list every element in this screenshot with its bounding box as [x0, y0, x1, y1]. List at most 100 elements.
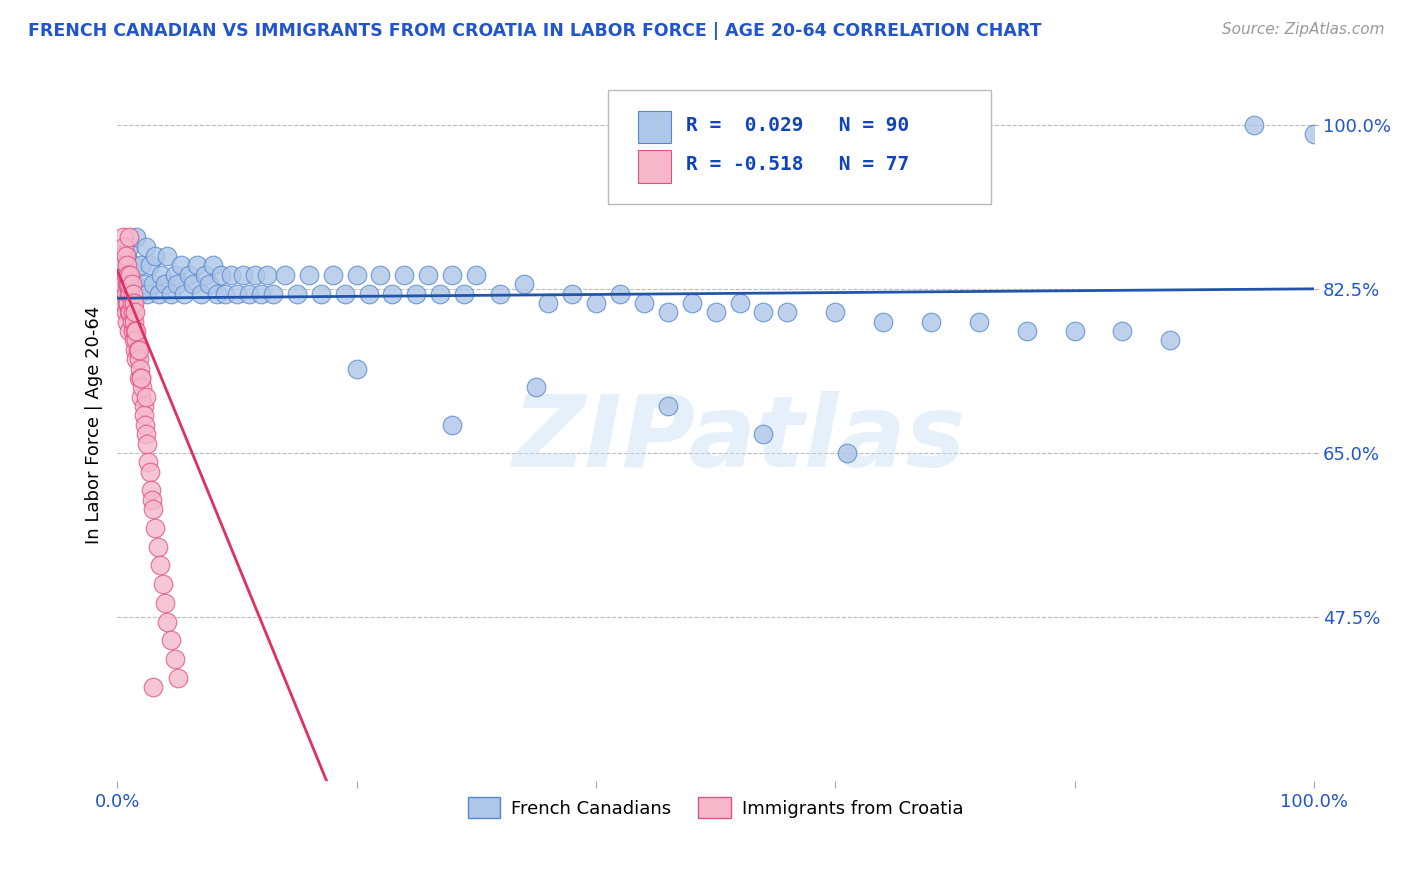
Point [132, 277, 155, 292]
Point [704, 305, 727, 319]
Point [160, 633, 183, 648]
Point [152, 577, 174, 591]
Point [114, 305, 136, 319]
Point [357, 286, 380, 301]
Point [121, 286, 143, 301]
Text: R = -0.518   N = 77: R = -0.518 N = 77 [686, 155, 908, 174]
Point [1063, 324, 1085, 338]
Point [163, 652, 186, 666]
Point [243, 268, 266, 282]
Point [657, 399, 679, 413]
Point [190, 286, 212, 301]
Point [657, 305, 679, 319]
Point [333, 286, 356, 301]
Point [128, 371, 150, 385]
Point [1243, 118, 1265, 132]
FancyBboxPatch shape [607, 90, 991, 204]
Point [120, 286, 142, 301]
Point [232, 268, 254, 282]
Point [118, 305, 141, 319]
Point [177, 268, 200, 282]
Point [1015, 324, 1038, 338]
Point [129, 390, 152, 404]
Point [124, 277, 146, 292]
Point [117, 268, 139, 282]
Point [169, 259, 191, 273]
Point [125, 352, 148, 367]
Point [132, 409, 155, 423]
Point [115, 296, 138, 310]
Point [135, 240, 157, 254]
Point [489, 286, 512, 301]
Point [309, 286, 332, 301]
Point [112, 230, 135, 244]
Point [167, 671, 190, 685]
Point [465, 268, 488, 282]
FancyBboxPatch shape [638, 112, 671, 144]
Point [585, 296, 607, 310]
Point [117, 277, 139, 292]
Point [256, 268, 278, 282]
Point [138, 259, 160, 273]
Point [115, 249, 138, 263]
Point [146, 540, 169, 554]
Point [537, 296, 560, 310]
Point [513, 277, 536, 292]
Point [110, 249, 132, 263]
Point [205, 286, 228, 301]
Legend: French Canadians, Immigrants from Croatia: French Canadians, Immigrants from Croati… [461, 790, 970, 825]
Point [201, 259, 224, 273]
Point [125, 230, 148, 244]
Point [776, 305, 799, 319]
Point [112, 240, 135, 254]
Point [633, 296, 655, 310]
Point [135, 427, 157, 442]
Point [1159, 334, 1181, 348]
Point [145, 521, 167, 535]
FancyBboxPatch shape [638, 151, 671, 183]
Point [124, 305, 146, 319]
Point [112, 268, 135, 282]
Point [872, 315, 894, 329]
Point [112, 277, 135, 292]
Point [117, 296, 139, 310]
Point [114, 286, 136, 301]
Point [285, 286, 308, 301]
Point [120, 268, 142, 282]
Y-axis label: In Labor Force | Age 20-64: In Labor Force | Age 20-64 [86, 306, 103, 544]
Point [225, 286, 247, 301]
Point [752, 305, 775, 319]
Point [186, 259, 208, 273]
Point [114, 286, 136, 301]
Point [127, 343, 149, 357]
Point [118, 277, 141, 292]
Point [135, 390, 157, 404]
Text: Source: ZipAtlas.com: Source: ZipAtlas.com [1222, 22, 1385, 37]
Point [837, 446, 859, 460]
Point [124, 343, 146, 357]
Point [1303, 127, 1326, 141]
Point [118, 277, 141, 292]
Point [149, 558, 172, 573]
Point [112, 249, 135, 263]
Point [111, 277, 134, 292]
Point [346, 268, 368, 282]
Point [405, 286, 427, 301]
Point [125, 334, 148, 348]
Point [193, 268, 215, 282]
Point [118, 324, 141, 338]
Point [156, 249, 179, 263]
Point [118, 230, 141, 244]
Point [441, 417, 464, 432]
Point [132, 399, 155, 413]
Point [429, 286, 451, 301]
Point [136, 286, 159, 301]
Point [209, 268, 232, 282]
Point [166, 277, 188, 292]
Point [114, 249, 136, 263]
Point [181, 277, 204, 292]
Point [156, 615, 179, 629]
Point [118, 240, 141, 254]
Point [394, 268, 416, 282]
Point [198, 277, 221, 292]
